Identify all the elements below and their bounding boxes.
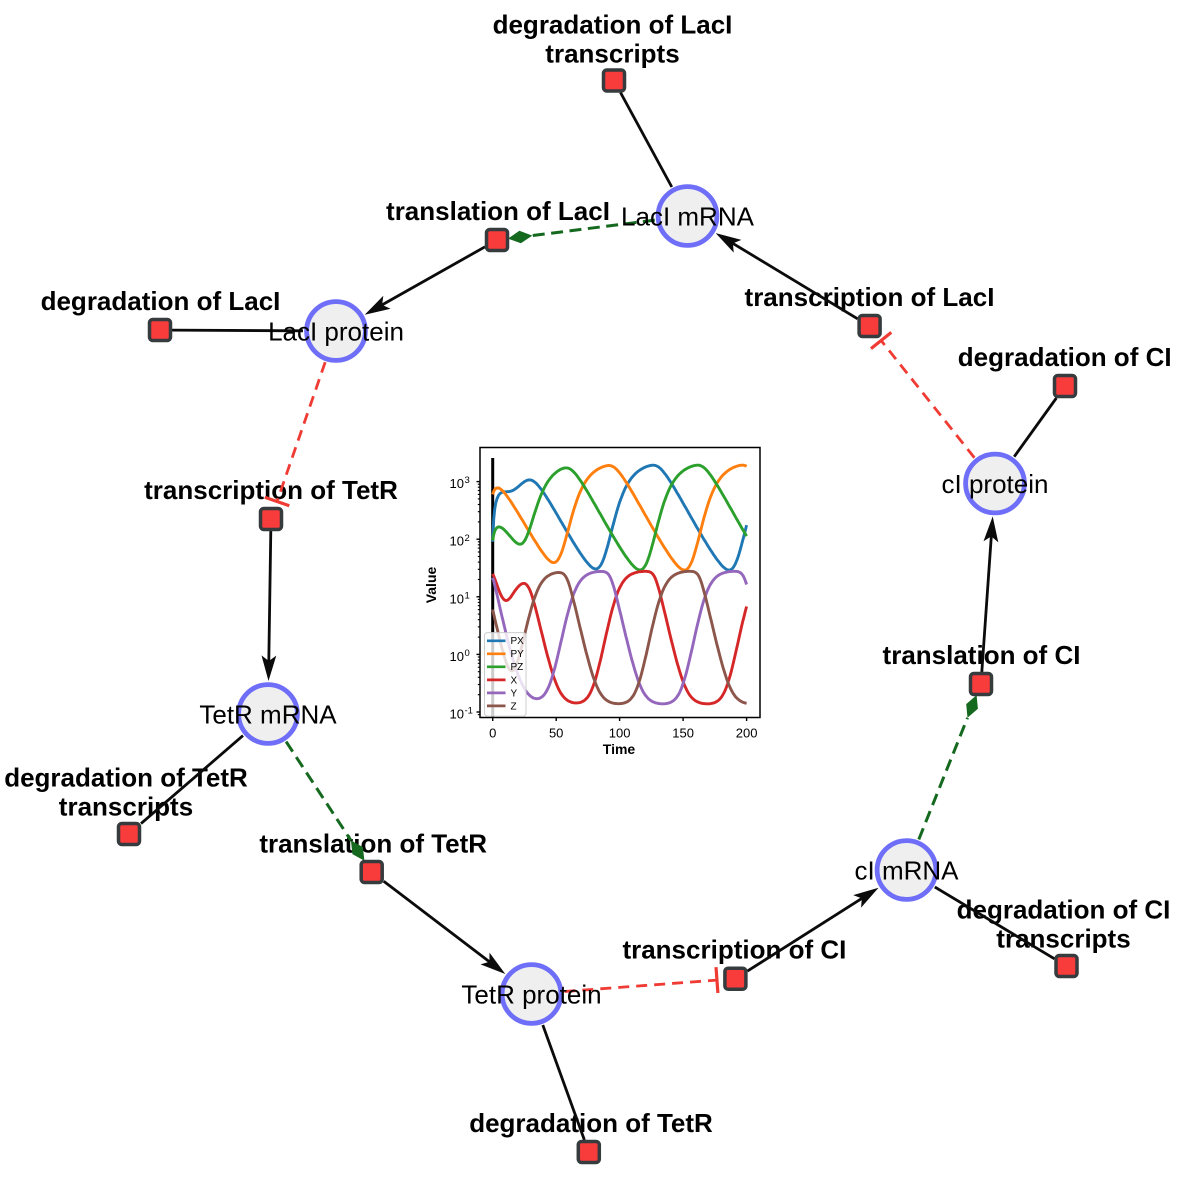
svg-text:2: 2	[465, 533, 470, 544]
svg-text:200: 200	[736, 726, 758, 741]
svg-text:100: 100	[609, 726, 631, 741]
svg-text:PX: PX	[511, 636, 525, 647]
svg-text:transcription of CI: transcription of CI	[622, 935, 846, 965]
svg-text:degradation of LacI: degradation of LacI	[41, 286, 281, 316]
svg-text:degradation of CI: degradation of CI	[957, 895, 1171, 925]
svg-text:1: 1	[465, 590, 470, 601]
svg-text:Time: Time	[603, 741, 636, 757]
svg-text:transcripts: transcripts	[545, 39, 679, 69]
svg-text:cI protein: cI protein	[942, 469, 1049, 499]
svg-text:10: 10	[450, 534, 464, 549]
svg-text:50: 50	[549, 726, 563, 741]
svg-text:transcripts: transcripts	[996, 924, 1130, 954]
svg-text:degradation of TetR: degradation of TetR	[4, 763, 248, 793]
svg-text:PZ: PZ	[511, 662, 524, 673]
svg-text:TetR protein: TetR protein	[461, 980, 601, 1010]
svg-text:transcription of LacI: transcription of LacI	[745, 282, 995, 312]
svg-text:Z: Z	[511, 701, 517, 712]
svg-text:0: 0	[489, 726, 496, 741]
svg-text:150: 150	[672, 726, 694, 741]
svg-text:LacI protein: LacI protein	[268, 317, 404, 347]
svg-text:translation of TetR: translation of TetR	[259, 829, 487, 859]
svg-text:X: X	[511, 675, 518, 686]
svg-text:Value: Value	[423, 567, 439, 604]
svg-text:-1: -1	[465, 706, 473, 717]
svg-text:10: 10	[450, 476, 464, 491]
svg-text:10: 10	[450, 707, 464, 722]
svg-text:translation of LacI: translation of LacI	[386, 196, 610, 226]
svg-text:PY: PY	[511, 649, 525, 660]
svg-text:degradation of LacI: degradation of LacI	[493, 10, 733, 40]
svg-text:TetR mRNA: TetR mRNA	[199, 700, 337, 730]
svg-text:LacI mRNA: LacI mRNA	[621, 202, 755, 232]
svg-text:10: 10	[450, 649, 464, 664]
svg-text:3: 3	[465, 475, 470, 486]
svg-text:0: 0	[465, 648, 470, 659]
svg-text:Y: Y	[511, 688, 518, 699]
svg-text:degradation of CI: degradation of CI	[958, 342, 1172, 372]
svg-text:10: 10	[450, 591, 464, 606]
svg-text:cI mRNA: cI mRNA	[855, 856, 960, 886]
svg-text:degradation of TetR: degradation of TetR	[469, 1108, 713, 1138]
